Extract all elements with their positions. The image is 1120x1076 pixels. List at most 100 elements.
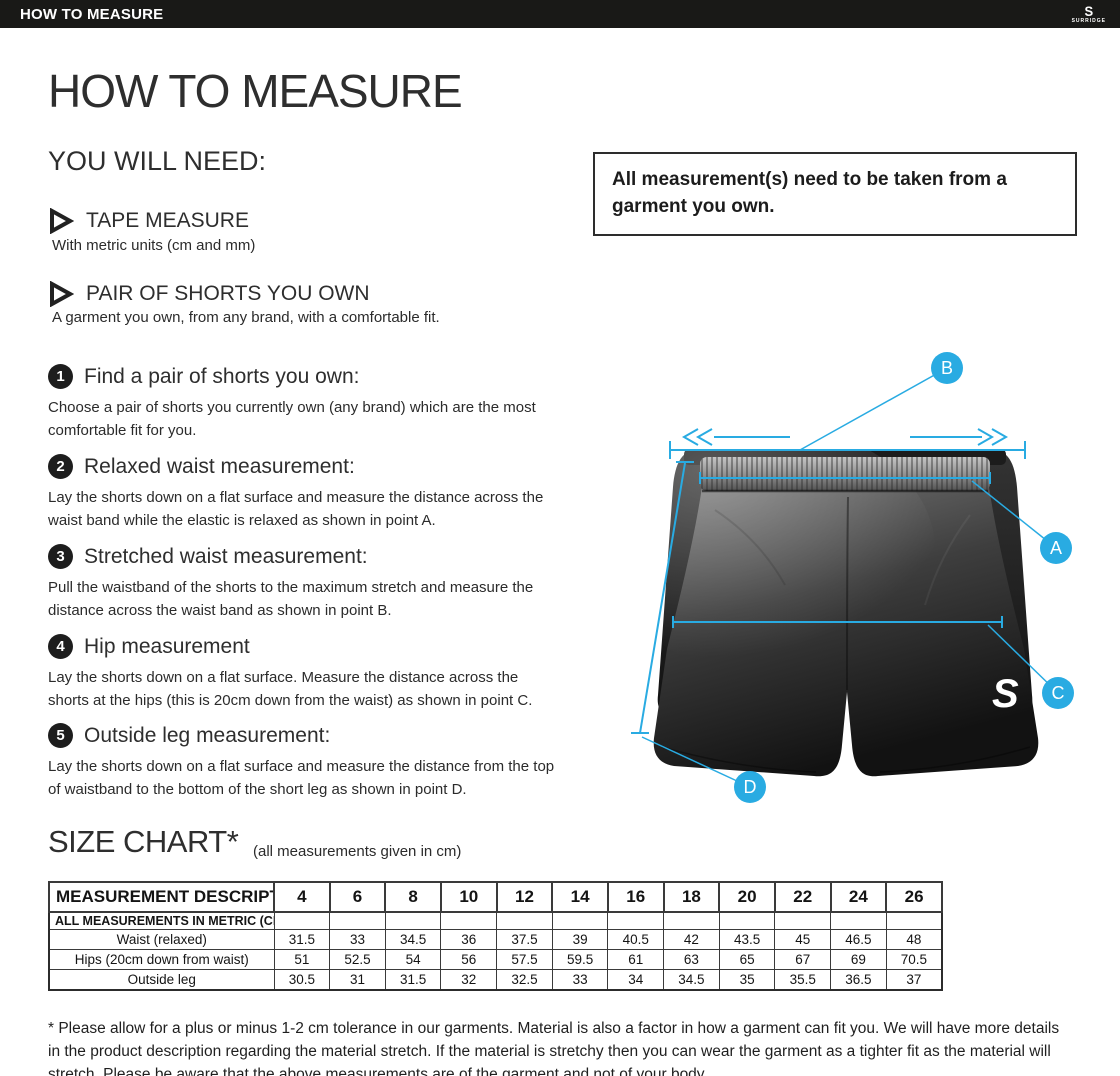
size-chart-cell: 61 [607,949,665,970]
page-title: HOW TO MEASURE [48,65,463,117]
marker-a-circle [1040,532,1072,564]
step-header: 3 Stretched waist measurement: [48,544,562,569]
step-title: Find a pair of shorts you own: [84,364,360,388]
tolerance-footnote: * Please allow for a plus or minus 1-2 c… [48,1020,1060,1076]
size-chart-cell [885,911,943,930]
size-chart-cell: 31.5 [273,929,331,950]
size-chart-cell: 43.5 [718,929,776,950]
size-chart-row-label: Outside leg [48,969,275,991]
step-3: 3 Stretched waist measurement: Pull the … [48,544,562,623]
step-4: 4 Hip measurement Lay the shorts down on… [48,634,562,713]
size-chart-table: MEASUREMENT DESCRIPTION 4681012141618202… [48,881,943,991]
size-chart-size-header: 26 [885,881,943,913]
step-number-badge: 1 [48,364,73,389]
leader-line-b [799,367,948,451]
size-chart-cell: 36.5 [830,969,887,991]
size-chart-cell: 35 [718,969,776,991]
step-1: 1 Find a pair of shorts you own: Choose … [48,364,562,443]
size-chart-size-header: 20 [718,881,776,913]
surridge-logo: S SURRIDGE [1071,4,1106,24]
size-chart-cell [384,911,442,930]
size-chart-cell: 30.5 [273,969,331,991]
size-chart-size-header: 14 [551,881,609,913]
size-chart-cell: 46.5 [830,929,887,950]
need-item-subtitle: With metric units (cm and mm) [52,237,256,254]
size-chart-cell: 34.5 [384,929,442,950]
size-chart-cell: 42 [663,929,720,950]
you-will-need-heading: YOU WILL NEED: [48,146,267,176]
size-chart-size-header: 6 [328,881,387,913]
step-2: 2 Relaxed waist measurement: Lay the sho… [48,454,562,533]
need-item-subtitle: A garment you own, from any brand, with … [52,309,440,326]
size-chart-cell: 31.5 [384,969,442,991]
size-chart-cell: 67 [774,949,832,970]
size-chart-header-row: MEASUREMENT DESCRIPTION 4681012141618202… [48,881,943,913]
size-chart-row-hips: Hips (20cm down from waist) 51 52.5 54 56 57… [48,949,943,970]
step-number-badge: 4 [48,634,73,659]
left-chevron-icon [681,428,699,446]
need-item-title: PAIR OF SHORTS YOU OWN [86,282,370,305]
size-chart-size-header: 12 [495,881,554,913]
measurement-lines [631,367,1059,788]
step-title: Relaxed waist measurement: [84,454,355,478]
step-body: Choose a pair of shorts you currently ow… [48,399,536,440]
size-chart-cell [273,911,331,930]
size-chart-cell [440,911,498,930]
step-body: Lay the shorts down on a flat surface an… [48,489,544,530]
marker-b-label: B [941,358,953,378]
measure-line-d [631,461,694,734]
size-chart-cell [607,911,665,930]
size-chart-size-header: 18 [662,881,721,913]
step-title: Hip measurement [84,634,250,658]
size-chart-cell [496,911,553,930]
marker-c-circle [1042,677,1074,709]
size-chart-cell: 65 [718,949,776,970]
top-bar: HOW TO MEASURE S SURRIDGE [0,0,1120,28]
size-chart-cell: 48 [885,929,943,950]
marker-b-circle [931,352,963,384]
size-chart-cell: 69 [830,949,887,970]
step-header: 1 Find a pair of shorts you own: [48,364,562,389]
marker-c-label: C [1052,683,1065,703]
size-chart-metric-row: ALL MEASUREMENTS IN METRIC (CM) [48,911,943,930]
measure-line-c [672,616,1003,628]
size-chart-cell: 37 [885,969,943,991]
size-chart-cell: 39 [551,929,609,950]
size-chart-cell: 40.5 [607,929,665,950]
size-chart-cell [774,911,832,930]
triangle-bullet-icon [50,281,74,307]
size-chart-cell [551,911,609,930]
leader-line-d [641,736,751,788]
size-chart-cell: 56 [440,949,498,970]
size-chart-row-label: Hips (20cm down from waist) [48,949,275,970]
shorts-illustration: S [605,425,1039,777]
size-chart-cell: 34 [607,969,665,991]
surridge-wordmark: SURRIDGE [1071,17,1106,24]
size-chart-subheading: (all measurements given in cm) [253,843,462,860]
size-chart-size-header: 4 [273,881,331,913]
step-header: 2 Relaxed waist measurement: [48,454,562,479]
size-chart-size-header: 8 [384,881,442,913]
step-body: Lay the shorts down on a flat surface an… [48,758,555,799]
size-chart-size-header: 16 [606,881,665,913]
right-chevron-icon [991,428,1009,446]
step-body: Pull the waistband of the shorts to the … [48,579,534,620]
measurement-note-box: All measurement(s) need to be taken from… [593,152,1077,236]
marker-d-label: D [744,777,757,797]
size-chart-size-header: 22 [773,881,832,913]
size-chart-cell: 33 [329,929,386,950]
step-body: Lay the shorts down on a flat surface. M… [48,669,533,710]
size-chart-description-header: MEASUREMENT DESCRIPTION [48,881,275,913]
size-chart-cell: 63 [663,949,720,970]
size-chart-cell: 52.5 [329,949,386,970]
marker-d-circle [734,771,766,803]
size-chart-cell: 34.5 [663,969,720,991]
step-number-badge: 5 [48,723,73,748]
step-header: 4 Hip measurement [48,634,562,659]
size-chart-cell: 36 [440,929,498,950]
step-number-badge: 2 [48,454,73,479]
top-bar-title: HOW TO MEASURE [20,5,164,23]
need-item-shorts: PAIR OF SHORTS YOU OWN [48,281,370,307]
measurement-markers: B A C D [734,352,1074,803]
step-title: Outside leg measurement: [84,723,331,747]
